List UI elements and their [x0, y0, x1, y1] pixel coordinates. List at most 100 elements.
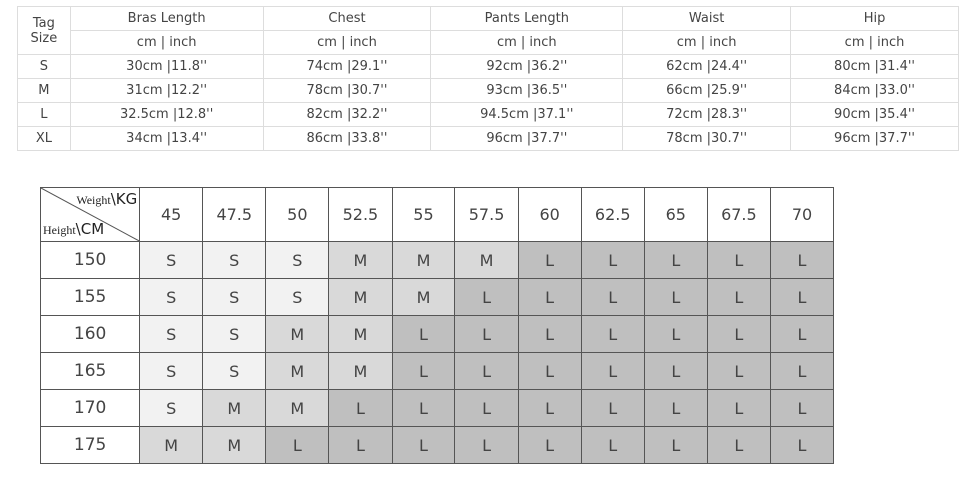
size-cell: L	[517, 426, 582, 464]
column-header: Bras Length	[69, 6, 264, 31]
size-cell: L	[643, 426, 708, 464]
table-row: 160 S S M M L L L L L L L	[39, 315, 834, 353]
height-cell: 160	[39, 315, 141, 353]
size-cell: L	[706, 241, 772, 279]
size-cell: L	[643, 278, 708, 316]
table-row: M 31cm |12.2'' 78cm |30.7'' 93cm |36.5'' 66c…	[17, 78, 959, 103]
unit-label: cm | inch	[69, 30, 264, 55]
size-cell: L	[643, 241, 708, 279]
size-cell: M	[328, 278, 393, 316]
size-cell: L	[770, 315, 834, 353]
unit-label: cm | inch	[430, 30, 624, 55]
unit-label: cm | inch	[790, 30, 959, 55]
value-cell: 94.5cm |37.1''	[430, 102, 624, 127]
size-cell: L	[580, 278, 645, 316]
size-cell: S	[17, 54, 71, 79]
weight-header: 50	[265, 187, 330, 242]
size-cell: L	[770, 278, 834, 316]
table-row: L 32.5cm |12.8'' 82cm |32.2'' 94.5cm |37.1'…	[17, 102, 959, 127]
size-cell: M	[454, 241, 519, 279]
table-row: 150 S S S M M M L L L L L	[39, 241, 834, 279]
size-cell: L	[391, 389, 456, 427]
column-header: Hip	[790, 6, 959, 31]
size-cell: L	[454, 315, 519, 353]
size-cell: M	[202, 389, 267, 427]
value-cell: 72cm |28.3''	[622, 102, 792, 127]
size-cell: M	[17, 78, 71, 103]
height-cell: 150	[39, 241, 141, 279]
header-row: Tag Size Bras Length Chest Pants Length Waist…	[17, 6, 959, 55]
size-cell: M	[265, 352, 330, 390]
size-cell: L	[580, 426, 645, 464]
height-label: Height	[43, 223, 76, 237]
size-cell: M	[265, 389, 330, 427]
value-cell: 92cm |36.2''	[430, 54, 624, 79]
size-cell: L	[706, 278, 772, 316]
height-cell: 175	[39, 426, 141, 464]
size-cell: S	[265, 278, 330, 316]
size-cell: L	[391, 315, 456, 353]
value-cell: 34cm |13.4''	[69, 126, 264, 151]
height-unit: CM	[80, 220, 105, 238]
tag-size-header: Tag Size	[17, 6, 71, 55]
size-cell: S	[139, 315, 204, 353]
value-cell: 93cm |36.5''	[430, 78, 624, 103]
value-cell: 74cm |29.1''	[262, 54, 432, 79]
value-cell: 30cm |11.8''	[69, 54, 264, 79]
table-row: 155 S S S M M L L L L L L	[39, 278, 834, 316]
size-cell: L	[643, 389, 708, 427]
size-cell: L	[454, 352, 519, 390]
size-cell: L	[580, 315, 645, 353]
size-cell: L	[770, 426, 834, 464]
tag-label: Tag	[32, 15, 55, 31]
value-cell: 86cm |33.8''	[262, 126, 432, 151]
weight-header: 55	[391, 187, 456, 242]
height-cell: 155	[39, 278, 141, 316]
size-cell: L	[454, 278, 519, 316]
weight-header: 45	[139, 187, 204, 242]
size-cell: L	[328, 426, 393, 464]
size-cell: L	[706, 389, 772, 427]
weight-header: 60	[517, 187, 582, 242]
weight-header: 65	[643, 187, 708, 242]
size-cell: M	[328, 241, 393, 279]
table-row: XL 34cm |13.4'' 86cm |33.8'' 96cm |37.7'' 78…	[17, 126, 959, 151]
size-cell: S	[139, 278, 204, 316]
value-cell: 62cm |24.4''	[622, 54, 792, 79]
size-cell: L	[517, 315, 582, 353]
size-cell: S	[202, 352, 267, 390]
size-cell: S	[202, 278, 267, 316]
value-cell: 32.5cm |12.8''	[69, 102, 264, 127]
size-cell: M	[202, 426, 267, 464]
weight-header: 62.5	[580, 187, 645, 242]
size-cell: L	[454, 389, 519, 427]
value-cell: 90cm |35.4''	[790, 102, 959, 127]
weight-unit: KG	[115, 190, 138, 208]
size-chart-table: Weight\KG Height\CM 45 47.5 50 52.5 55 57.5 60 62…	[39, 187, 834, 464]
size-cell: L	[454, 426, 519, 464]
weight-label: Weight	[76, 193, 111, 207]
size-cell: L	[580, 352, 645, 390]
unit-row: cm | inch cm | inch cm | inch cm | inch cm |…	[18, 30, 959, 55]
size-cell: L	[580, 241, 645, 279]
size-cell: L	[391, 426, 456, 464]
table-row: 175 M M L L L L L L L L L	[39, 426, 834, 464]
value-cell: 82cm |32.2''	[262, 102, 432, 127]
size-cell: M	[391, 241, 456, 279]
size-cell: S	[202, 241, 267, 279]
table-row: 165 S S M M L L L L L L L	[39, 352, 834, 390]
size-cell: L	[517, 352, 582, 390]
weight-header: 57.5	[454, 187, 519, 242]
size-cell: L	[643, 315, 708, 353]
weight-header: 47.5	[202, 187, 267, 242]
size-cell: M	[328, 352, 393, 390]
size-cell: S	[139, 389, 204, 427]
size-label: Size	[30, 30, 58, 46]
value-cell: 78cm |30.7''	[262, 78, 432, 103]
unit-label: cm | inch	[262, 30, 432, 55]
weight-header: 67.5	[706, 187, 772, 242]
size-cell: M	[328, 315, 393, 353]
table-row: 170 S M M L L L L L L L L	[39, 389, 834, 427]
column-header: Chest	[262, 6, 432, 31]
size-cell: L	[580, 389, 645, 427]
